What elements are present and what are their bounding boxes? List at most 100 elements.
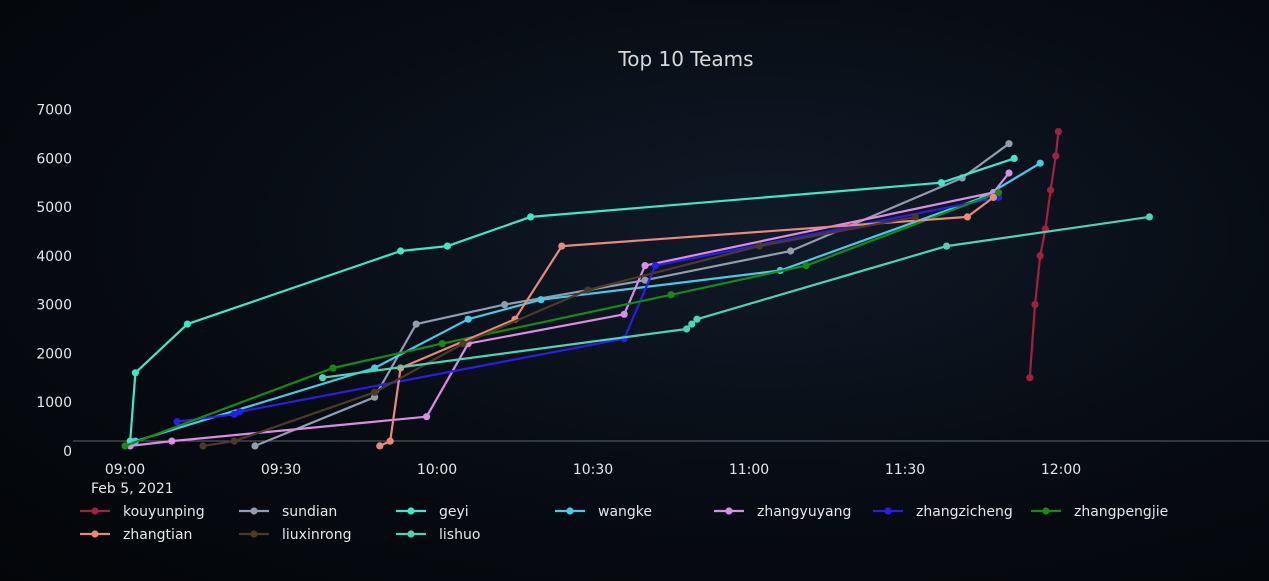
data-point[interactable] xyxy=(943,242,951,250)
data-point[interactable] xyxy=(412,320,420,328)
legend-item-liuxinrong[interactable]: liuxinrong xyxy=(239,527,351,543)
data-point[interactable] xyxy=(1036,252,1044,260)
legend-item-zhangpengjie[interactable]: zhangpengjie xyxy=(1031,504,1168,520)
data-point[interactable] xyxy=(464,315,472,323)
data-point[interactable] xyxy=(251,442,259,450)
data-point[interactable] xyxy=(989,193,998,201)
legend-label: geyi xyxy=(439,504,469,520)
legend: kouyunping sundian geyi wangke zhangyuyang zh… xyxy=(80,504,1168,543)
data-point[interactable] xyxy=(1047,186,1055,194)
x-tick-label: 10:30 xyxy=(573,462,613,478)
x-tick-label: 11:30 xyxy=(885,462,925,478)
series-geyi xyxy=(126,154,1018,445)
y-axis: 0 1000 2000 3000 4000 5000 6000 7000 xyxy=(36,103,72,460)
legend-item-wangke[interactable]: wangke xyxy=(555,504,652,520)
data-point[interactable] xyxy=(802,262,810,270)
data-point[interactable] xyxy=(235,408,243,416)
data-point[interactable] xyxy=(1145,213,1153,221)
data-point[interactable] xyxy=(641,262,649,270)
legend-label: wangke xyxy=(598,504,652,520)
data-point[interactable] xyxy=(199,442,207,450)
data-point[interactable] xyxy=(537,296,545,304)
series-line xyxy=(135,162,1041,443)
series-line xyxy=(379,196,995,447)
legend-item-geyi[interactable]: geyi xyxy=(396,504,469,520)
x-tick-label: 09:30 xyxy=(261,462,301,478)
y-tick-label: 6000 xyxy=(36,151,72,167)
data-point[interactable] xyxy=(688,320,696,328)
legend-item-zhangtian[interactable]: zhangtian xyxy=(80,527,192,543)
legend-label: sundian xyxy=(282,504,337,520)
legend-marker xyxy=(407,530,415,538)
x-axis: 09:00 09:30 10:00 10:30 11:00 11:30 12:00 xyxy=(105,462,1081,478)
series-line xyxy=(130,172,1010,447)
data-point[interactable] xyxy=(397,247,405,255)
legend-label: kouyunping xyxy=(123,504,205,520)
y-tick-label: 7000 xyxy=(36,103,72,119)
legend-item-zhangyuyang[interactable]: zhangyuyang xyxy=(714,504,851,520)
data-point[interactable] xyxy=(1010,154,1018,162)
data-point[interactable] xyxy=(168,437,176,445)
series-line xyxy=(129,157,1015,442)
data-point[interactable] xyxy=(937,179,946,187)
data-point[interactable] xyxy=(131,369,139,377)
data-point[interactable] xyxy=(1054,128,1062,136)
legend-label: zhangyuyang xyxy=(757,504,851,520)
legend-item-zhangzicheng[interactable]: zhangzicheng xyxy=(873,504,1013,520)
data-point[interactable] xyxy=(376,442,384,450)
data-point[interactable] xyxy=(911,213,920,221)
data-point[interactable] xyxy=(121,442,129,450)
data-point[interactable] xyxy=(651,262,660,270)
y-tick-label: 3000 xyxy=(36,298,72,314)
y-tick-label: 5000 xyxy=(36,200,72,216)
series-zhangpengjie xyxy=(121,188,1003,450)
data-point[interactable] xyxy=(641,276,649,284)
legend-item-kouyunping[interactable]: kouyunping xyxy=(80,504,205,520)
legend-label: zhangzicheng xyxy=(916,504,1013,520)
series-zhangtian xyxy=(376,193,998,450)
data-point[interactable] xyxy=(230,437,238,445)
x-tick-label: 12:00 xyxy=(1041,462,1081,478)
data-point[interactable] xyxy=(443,242,451,250)
data-point[interactable] xyxy=(319,374,327,382)
data-point[interactable] xyxy=(584,286,592,294)
data-point[interactable] xyxy=(459,340,467,348)
data-point[interactable] xyxy=(501,301,509,309)
series-kouyunping xyxy=(1026,128,1062,382)
x-tick-label: 10:00 xyxy=(417,462,457,478)
series-lishuo xyxy=(319,213,1153,382)
data-point[interactable] xyxy=(173,418,181,426)
data-point[interactable] xyxy=(620,310,628,318)
data-point[interactable] xyxy=(558,242,566,250)
legend-label: lishuo xyxy=(439,527,480,543)
y-tick-label: 1000 xyxy=(36,395,72,411)
data-point[interactable] xyxy=(1052,152,1060,160)
data-point[interactable] xyxy=(963,213,972,221)
data-point[interactable] xyxy=(1026,374,1034,382)
data-point[interactable] xyxy=(755,242,764,250)
data-point[interactable] xyxy=(667,291,675,299)
legend-marker xyxy=(250,507,258,515)
data-point[interactable] xyxy=(1031,301,1039,309)
data-point[interactable] xyxy=(1036,159,1044,167)
data-point[interactable] xyxy=(683,325,691,333)
series-line xyxy=(124,191,999,447)
data-point[interactable] xyxy=(423,413,431,421)
data-point[interactable] xyxy=(371,388,379,396)
data-point[interactable] xyxy=(329,364,337,372)
legend-item-lishuo[interactable]: lishuo xyxy=(396,527,480,543)
data-point[interactable] xyxy=(438,340,446,348)
legend-item-sundian[interactable]: sundian xyxy=(239,504,337,520)
data-point[interactable] xyxy=(386,437,394,445)
data-point[interactable] xyxy=(527,213,535,221)
data-point[interactable] xyxy=(787,247,795,255)
data-point[interactable] xyxy=(1005,140,1013,148)
data-point[interactable] xyxy=(183,320,191,328)
data-point[interactable] xyxy=(995,188,1003,197)
data-point[interactable] xyxy=(693,315,701,323)
y-tick-label: 4000 xyxy=(36,249,72,265)
series-line xyxy=(176,196,999,423)
data-point[interactable] xyxy=(1005,169,1013,177)
